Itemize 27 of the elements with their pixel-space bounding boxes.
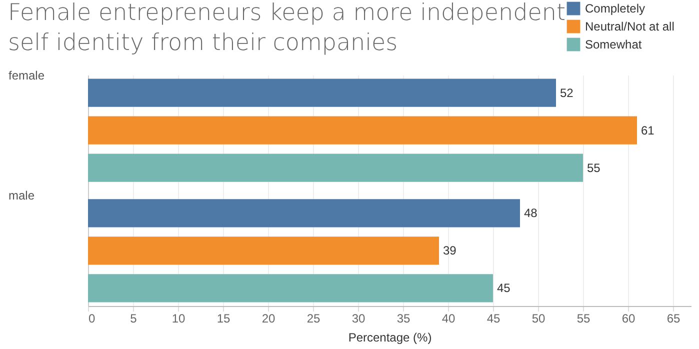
x-tick-label: 15 xyxy=(216,312,230,326)
data-label: 61 xyxy=(641,123,655,138)
x-tick-label: 5 xyxy=(130,312,138,326)
y-tick-label: female xyxy=(8,68,45,82)
x-tick-label: 35 xyxy=(396,312,410,326)
x-tick-label: 30 xyxy=(352,312,366,326)
x-tick-label: 0 xyxy=(88,312,96,326)
x-tick-label: 55 xyxy=(576,312,590,326)
data-label: 48 xyxy=(524,206,538,220)
legend-label: Somewhat xyxy=(585,38,642,52)
x-tick-label: 45 xyxy=(486,312,500,326)
x-tick-label: 20 xyxy=(262,312,276,326)
chart-title: Female entrepreneurs keep a more independent self identity from their companies xyxy=(8,0,566,56)
x-tick-label: 60 xyxy=(622,312,636,326)
y-tick-label: male xyxy=(8,188,35,203)
data-label: 52 xyxy=(560,86,574,100)
x-tick-label: 50 xyxy=(532,312,546,326)
data-label: 45 xyxy=(497,281,511,296)
legend-label: Neutral/Not at all xyxy=(585,20,674,34)
x-axis-title: Percentage (%) xyxy=(348,330,432,344)
x-tick-label: 25 xyxy=(306,312,320,326)
x-tick-label: 65 xyxy=(666,312,680,326)
data-label: 39 xyxy=(443,244,457,258)
legend-label: Completely xyxy=(585,2,646,16)
x-tick-label: 40 xyxy=(442,312,456,326)
x-tick-label: 10 xyxy=(172,312,186,326)
data-label: 55 xyxy=(587,160,601,175)
